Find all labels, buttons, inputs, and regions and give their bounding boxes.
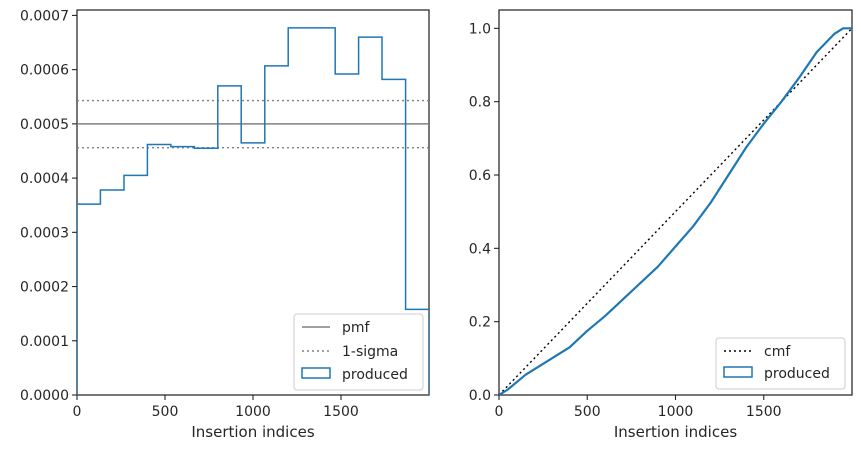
legend: pmf 1-sigma produced <box>293 313 424 391</box>
y-tick-label: 0.0001 <box>20 334 69 350</box>
y-tick-label: 0.8 <box>469 95 491 111</box>
x-tick-label: 500 <box>152 404 179 420</box>
legend-cmf-label: cmf <box>764 344 791 360</box>
x-tick-label: 0 <box>495 404 504 420</box>
legend-produced-label: produced <box>764 366 830 382</box>
legend-pmf-label: pmf <box>342 320 371 336</box>
y-tick-label: 0.4 <box>469 241 491 257</box>
produced-cmf-line <box>499 27 852 395</box>
y-tick-label: 0.0 <box>469 388 491 404</box>
x-tick-label: 1000 <box>235 404 271 420</box>
legend-produced-swatch <box>301 367 331 379</box>
x-tick-label: 1000 <box>658 404 694 420</box>
y-tick-label: 0.0004 <box>20 171 69 187</box>
x-axis-label: Insertion indices <box>614 423 737 441</box>
legend-box <box>293 313 424 391</box>
y-tick-label: 1.0 <box>469 21 491 37</box>
y-tick-label: 0.0005 <box>20 117 69 133</box>
x-tick-label: 0 <box>73 404 82 420</box>
y-tick-label: 0.0000 <box>20 388 69 404</box>
y-tick-label: 0.0003 <box>20 225 69 241</box>
x-tick-label: 1500 <box>746 404 782 420</box>
right-plot-area <box>499 27 852 395</box>
x-axis-label: Insertion indices <box>191 423 314 441</box>
y-tick-label: 0.0006 <box>20 63 69 79</box>
right-cmf-chart: 0 500 1000 1500 0.0 0.2 0.4 0.6 0.8 1.0 Insertion … <box>469 9 853 441</box>
y-tick-label: 0.0002 <box>20 280 69 296</box>
x-tick-label: 500 <box>574 404 601 420</box>
plot-frame <box>498 9 853 396</box>
legend-produced-label: produced <box>342 367 408 383</box>
y-tick-label: 0.0007 <box>20 8 69 24</box>
legend: cmf produced <box>715 337 846 390</box>
legend-sigma-label: 1-sigma <box>342 344 398 360</box>
x-tick-label: 1500 <box>323 404 359 420</box>
y-tick-label: 0.6 <box>469 168 491 184</box>
produced-histogram-step <box>77 27 429 395</box>
y-tick-label: 0.2 <box>469 315 491 331</box>
left-histogram-chart: 0 500 1000 1500 0.0000 0.0001 0.0002 0.0003 0.00… <box>20 8 430 441</box>
left-plot-area <box>77 27 429 395</box>
legend-produced-swatch <box>723 366 753 378</box>
